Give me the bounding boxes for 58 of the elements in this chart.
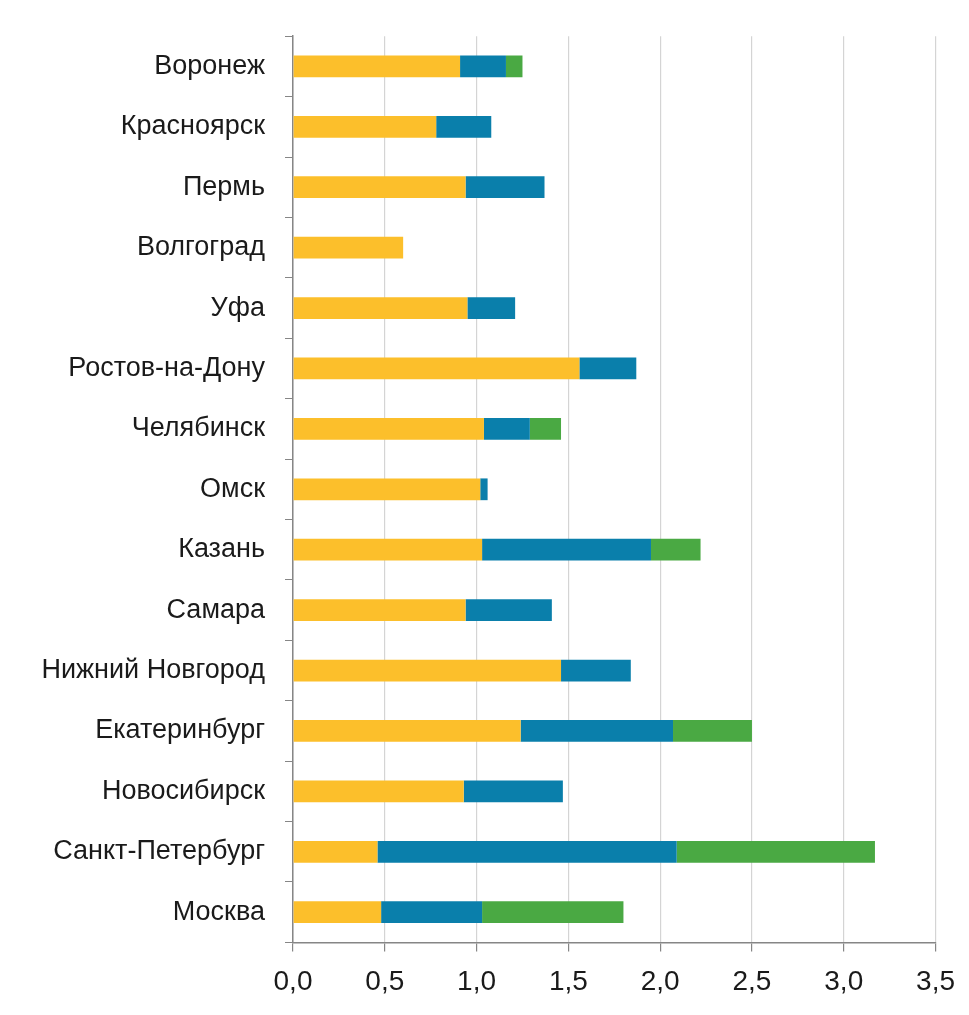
y-tick-label: Воронеж [154, 49, 265, 80]
bar [293, 901, 382, 924]
bar [293, 297, 468, 319]
bar [436, 115, 492, 138]
bar [381, 901, 483, 924]
y-tick-label: Нижний Новгород [41, 653, 266, 684]
x-tick-label: 2,5 [732, 964, 772, 996]
y-tick-label: Самара [166, 593, 266, 624]
y-tick-label: Челябинск [131, 412, 266, 443]
bar [520, 720, 674, 742]
bar [673, 720, 752, 742]
x-tick-label: 1,0 [457, 964, 497, 996]
x-tick-label: 0,0 [273, 964, 313, 996]
bar [505, 55, 523, 78]
y-tick-label: Казань [178, 533, 265, 564]
bar [463, 780, 563, 803]
bar [377, 840, 677, 863]
bar [293, 780, 464, 803]
bar [529, 418, 562, 440]
y-tick-label: Москва [172, 895, 266, 926]
y-tick-label: Ростов-на-Дону [68, 351, 266, 382]
x-tick-label: 1,5 [548, 964, 588, 996]
y-tick-label: Новосибирск [101, 774, 266, 805]
x-tick-label: 0,5 [365, 964, 405, 996]
bar [293, 478, 481, 501]
bar [293, 840, 378, 863]
bar [293, 357, 580, 380]
bar [293, 236, 404, 259]
y-tick-label: Уфа [210, 291, 266, 322]
bar [650, 538, 701, 561]
bar [561, 659, 631, 682]
bar [482, 901, 624, 924]
bar [293, 55, 461, 78]
x-tick-label: 3,5 [916, 964, 956, 996]
bar [293, 418, 484, 440]
bar [293, 599, 466, 621]
bar [293, 115, 437, 138]
bar [293, 538, 483, 561]
x-tick-label: 2,0 [640, 964, 680, 996]
bar [676, 840, 875, 863]
x-tick-label: 3,0 [824, 964, 864, 996]
bar [293, 176, 466, 199]
bar [465, 599, 552, 621]
y-tick-label: Волгоград [136, 231, 266, 262]
bar [467, 297, 516, 319]
y-tick-label: Красноярск [120, 110, 266, 141]
y-tick-label: Екатеринбург [95, 714, 266, 745]
y-tick-label: Санкт-Петербург [53, 835, 266, 866]
bar [480, 478, 488, 501]
bar [460, 55, 506, 78]
bar [293, 659, 562, 682]
bar [293, 720, 521, 742]
bar [579, 357, 637, 380]
bar [482, 538, 651, 561]
bar [465, 176, 545, 199]
y-tick-label: Пермь [182, 170, 265, 201]
y-tick-label: Омск [200, 472, 266, 503]
bar [483, 418, 530, 440]
